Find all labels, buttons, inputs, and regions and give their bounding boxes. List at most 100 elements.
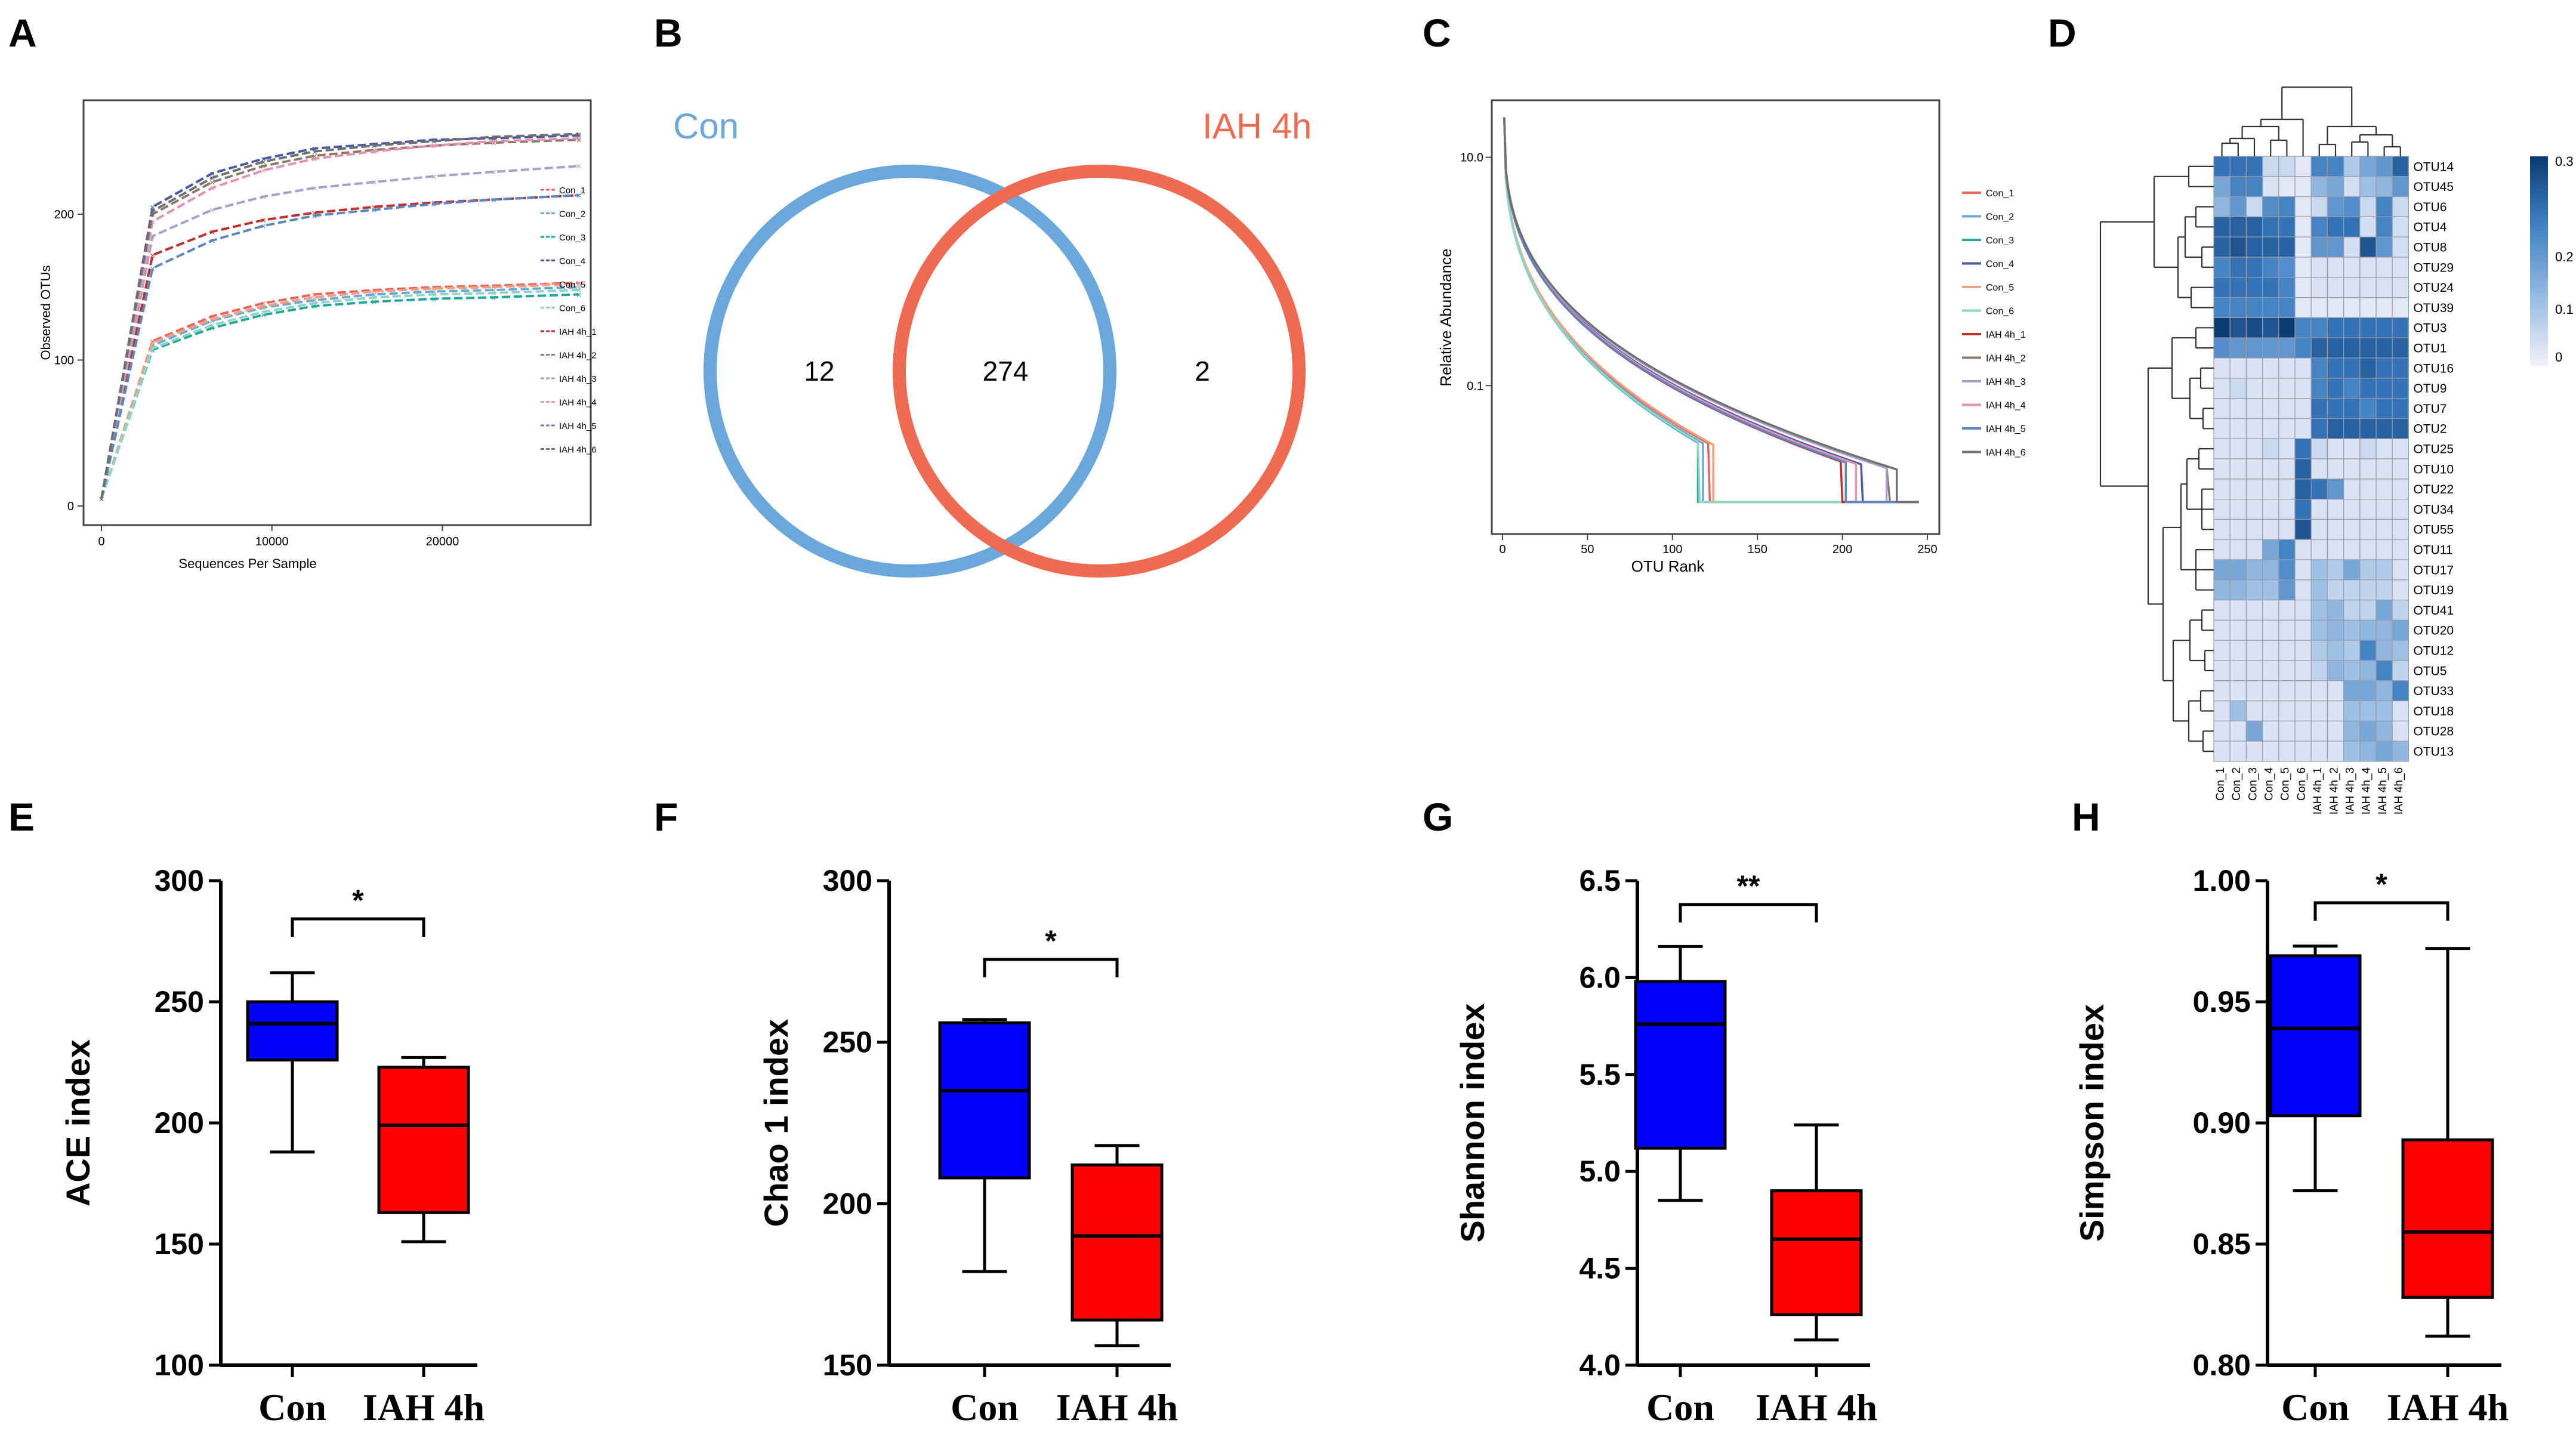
heatmap-cell	[2245, 378, 2263, 399]
heatmap-col-label: IAH 4h_3	[2344, 767, 2356, 814]
panel-a-point: ×	[576, 290, 581, 300]
heatmap-cell	[2213, 196, 2231, 218]
panel-a-series-line	[100, 194, 579, 499]
heatmap-cell	[2343, 156, 2361, 177]
heatmap-cell	[2262, 680, 2279, 702]
colorbar-tick-3: 0	[2555, 350, 2562, 365]
heatmap-cell	[2359, 498, 2377, 520]
box-body	[1070, 1163, 1164, 1322]
heatmap-cell	[2245, 257, 2263, 278]
panel-a-point: ×	[150, 337, 155, 347]
heatmap-cell	[2213, 619, 2231, 641]
box-ytick-label: 5.5	[1579, 1058, 1621, 1091]
heatmap-cell	[2376, 579, 2393, 601]
heatmap-cell	[2359, 539, 2377, 560]
heatmap-cell	[2310, 216, 2328, 237]
panel-a-point: ×	[98, 495, 104, 505]
heatmap-row-label: OTU33	[2413, 684, 2454, 698]
box-ylabel: Simpson index	[2073, 1004, 2111, 1242]
heatmap-cell	[2229, 479, 2247, 500]
box-body	[1634, 980, 1727, 1150]
heatmap-cell	[2213, 458, 2231, 480]
heatmap-cell	[2213, 539, 2231, 560]
panel-a-point: ×	[311, 208, 317, 218]
heatmap-row-label: OTU25	[2413, 443, 2454, 456]
heatmap-cell	[2376, 599, 2393, 621]
heatmap-cell	[2245, 418, 2263, 439]
box-ytick-label: 0.95	[2193, 985, 2251, 1019]
heatmap-cell	[2229, 680, 2247, 702]
heatmap-cell	[2213, 397, 2231, 419]
heatmap-col-label: Con_5	[2279, 767, 2292, 801]
panel-a-point: ×	[150, 207, 155, 217]
panel-c-legend-label: Con_6	[1986, 307, 2014, 317]
heatmap-cell	[2327, 236, 2344, 258]
panel-a-point: ×	[371, 147, 377, 158]
panel-a-point: ×	[209, 174, 215, 184]
heatmap-cell	[2262, 337, 2279, 359]
panel-a-xtick-label: 10000	[255, 535, 289, 548]
panel-a-legend-label: Con_5	[559, 280, 585, 290]
heatmap-cell	[2245, 720, 2263, 742]
heatmap-cell	[2245, 640, 2263, 661]
panel-a-point: ×	[311, 152, 317, 162]
heatmap-cell	[2229, 257, 2247, 278]
panel-a-point: ×	[311, 147, 317, 158]
panel-letter-e: E	[8, 795, 35, 839]
heatmap-cell	[2376, 397, 2393, 419]
heatmap-cell	[2310, 498, 2328, 520]
panel-a-series-line	[100, 281, 579, 499]
panel-a-point: ×	[490, 138, 496, 149]
heatmap-row-label: OTU14	[2413, 160, 2454, 174]
heatmap-cell	[2229, 236, 2247, 258]
heatmap-cell	[2229, 539, 2247, 560]
heatmap-cell	[2343, 357, 2361, 379]
heatmap-cell	[2343, 196, 2361, 218]
heatmap-cell	[2262, 640, 2279, 661]
panel-a-point: ×	[490, 137, 496, 147]
heatmap-cell	[2343, 337, 2361, 359]
panel-c-legend-label: IAH 4h_1	[1986, 330, 2026, 340]
panel-a-point: ×	[209, 315, 215, 325]
heatmap-cell	[2376, 156, 2393, 177]
heatmap-cell	[2376, 277, 2393, 298]
heatmap-cell	[2245, 660, 2263, 681]
heatmap-row-label: OTU12	[2413, 644, 2454, 658]
box-ytick-label: 0.85	[2193, 1227, 2251, 1261]
heatmap-cell	[2392, 740, 2409, 762]
heatmap-cell	[2359, 640, 2377, 661]
heatmap-cell	[2343, 216, 2361, 237]
heatmap-cell	[2359, 397, 2377, 419]
heatmap-cell	[2229, 378, 2247, 399]
heatmap-cell	[2376, 700, 2393, 721]
heatmap-cell	[2294, 599, 2312, 621]
heatmap-cell	[2213, 599, 2231, 621]
heatmap-cell	[2310, 740, 2328, 762]
panel-a-point: ×	[209, 206, 215, 216]
heatmap-cell	[2376, 519, 2393, 540]
heatmap-cell	[2310, 357, 2328, 379]
panel-a-point: ×	[576, 191, 581, 201]
colorbar-tick-0: 0.3	[2555, 154, 2574, 169]
heatmap-cell	[2245, 156, 2263, 177]
panel-a-point: ×	[261, 166, 266, 177]
heatmap-cell	[2392, 579, 2409, 601]
significance-bracket	[983, 958, 1119, 977]
box-ytick-label: 200	[823, 1187, 872, 1220]
box-body	[1770, 1189, 1863, 1317]
heatmap-cell	[2294, 619, 2312, 641]
heatmap-row-label: OTU22	[2413, 483, 2454, 496]
panel-a-legend-label: Con_1	[559, 186, 585, 196]
heatmap-cell	[2310, 418, 2328, 439]
panel-a-point: ×	[490, 286, 496, 296]
heatmap-cell	[2294, 337, 2312, 359]
panel-c-series-line	[1503, 117, 1919, 504]
panel-a-point: ×	[311, 211, 317, 221]
heatmap-cell	[2294, 479, 2312, 500]
heatmap-col-label: IAH 4h_4	[2361, 767, 2373, 815]
heatmap-cell	[2294, 236, 2312, 258]
heatmap-cell	[2213, 357, 2231, 379]
heatmap-row-label: OTU4	[2413, 221, 2447, 234]
heatmap-row-label: OTU2	[2413, 422, 2447, 436]
heatmap-cell	[2229, 720, 2247, 742]
